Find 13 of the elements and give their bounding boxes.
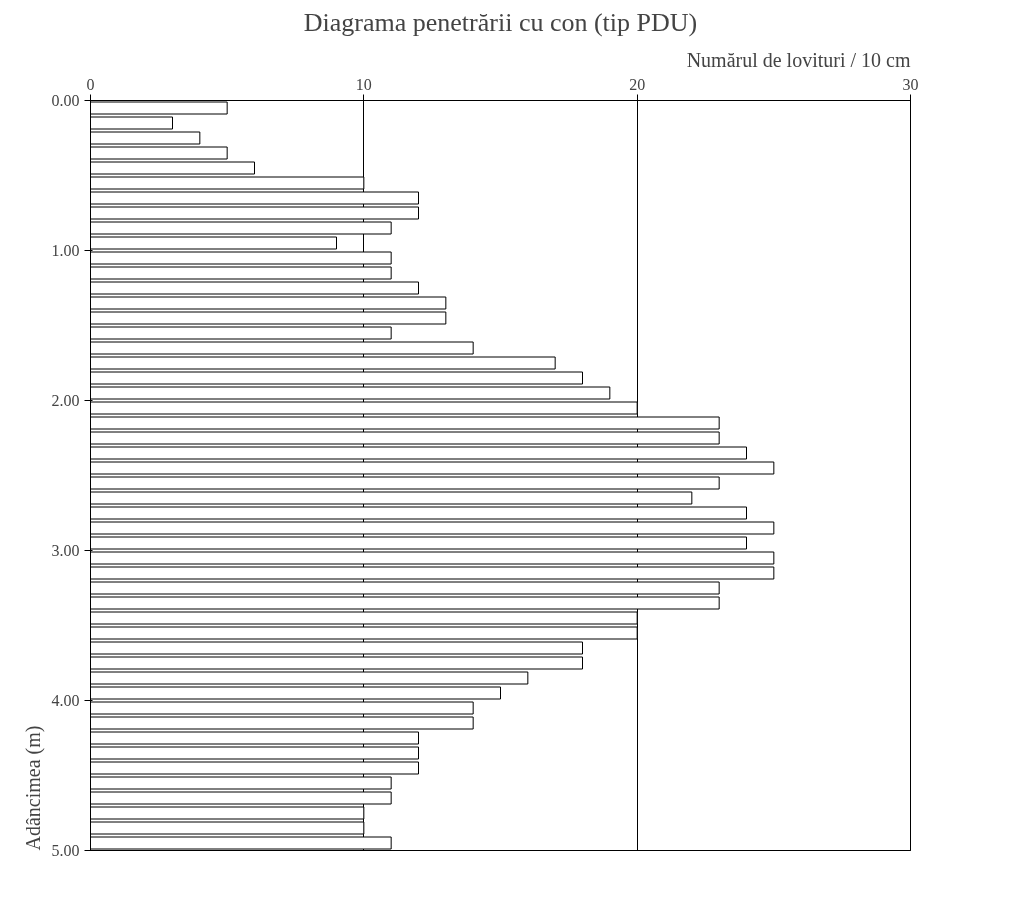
x-tick-label: 20 (629, 75, 646, 93)
chart-title: Diagrama penetrării cu con (tip PDU) (303, 7, 698, 37)
y-tick-label: 4.00 (51, 692, 80, 709)
y-tick-label: 2.00 (51, 392, 80, 409)
x-axis-title: Numărul de lovituri / 10 cm (686, 48, 911, 71)
y-tick-label: 1.00 (51, 242, 80, 259)
y-tick-label: 5.00 (51, 842, 80, 859)
y-tick-label: 0.00 (51, 92, 80, 109)
x-tick-label: 0 (86, 75, 95, 93)
y-axis-title: Adâncimea (m) (21, 725, 45, 851)
y-tick-label: 3.00 (51, 542, 80, 559)
x-tick-label: 10 (355, 75, 372, 93)
x-tick-label: 30 (902, 75, 919, 93)
